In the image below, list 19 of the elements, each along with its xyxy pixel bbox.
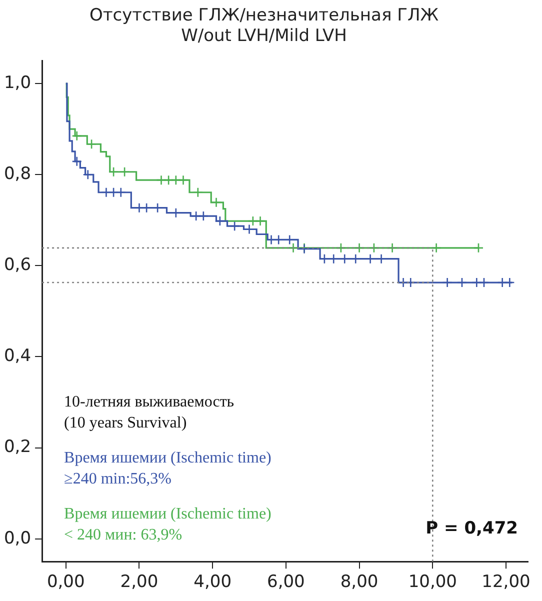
y-tick-label: 0,6 (4, 255, 32, 276)
y-tick-label: 1,0 (4, 72, 32, 93)
text: Время ишемии (Ischemic time) ≥240 min:56,3% (64, 450, 272, 488)
chart-title: Отсутствие ГЛЖ/незначительная ГЛЖ (89, 6, 439, 26)
x-tick-label: 12,00 (482, 572, 530, 592)
y-tick-label: 0,4 (4, 346, 32, 366)
x-tick-label: 8,00 (340, 572, 378, 592)
annotation: P = 0,472 (426, 518, 518, 539)
x-tick-label: 6,00 (267, 572, 305, 592)
x-tick-label: 2,00 (120, 572, 158, 592)
y-tick-label: 0,2 (4, 437, 32, 458)
y-tick-label: 0,8 (4, 164, 32, 184)
legend-title: 10-летняя выживаемость (10 years Survival) (64, 394, 234, 432)
x-tick-label: 4,00 (194, 572, 232, 592)
x-tick-label: 0,00 (46, 572, 85, 592)
y-tick-label: 0,0 (4, 528, 32, 548)
x-tick-label: 10,00 (408, 572, 457, 592)
chart-subtitle: W/out LVH/Mild LVH (181, 26, 347, 46)
text: Время ишемии (Ischemic time) < 240 мин: 63,9% (64, 506, 272, 544)
